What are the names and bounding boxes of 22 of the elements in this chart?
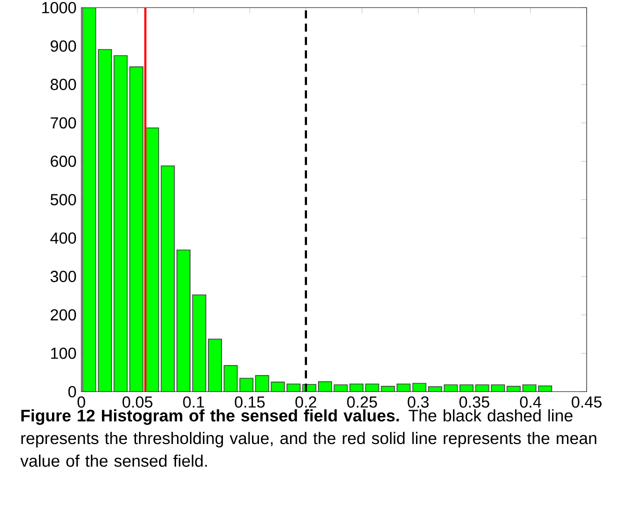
x-tick-label: 0.45 [572,396,602,408]
x-tick-label: 0 [78,396,86,408]
y-tick-label: 500 [50,194,76,206]
x-tick-label: 0.05 [122,396,152,408]
y-tick-label: 1000 [42,2,76,14]
x-tick-label: 0.1 [183,396,204,408]
y-tick-label: 300 [50,270,76,282]
y-tick-label: 900 [50,40,76,52]
x-tick-label: 0.2 [295,396,316,408]
y-tick-label: 800 [50,78,76,90]
x-tick-label: 0.35 [459,396,490,408]
y-tick-label: 200 [50,309,76,321]
x-tick-label: 0.3 [408,396,429,408]
x-tick-label: 0.4 [520,396,542,408]
text: Figure 12 Histogram of the sensed field values. The black dashed line represents the thresholding value, and the red solid line represents the mean value of the sensed field. [20,409,596,467]
y-tick-label: 600 [50,156,76,167]
x-tick-label: 0.15 [234,396,265,408]
y-tick-label: 0 [68,386,76,398]
y-tick-label: 100 [51,348,76,359]
y-tick-label: 400 [50,232,76,244]
x-tick-label: 0.25 [347,396,377,408]
y-tick-label: 700 [50,117,76,129]
